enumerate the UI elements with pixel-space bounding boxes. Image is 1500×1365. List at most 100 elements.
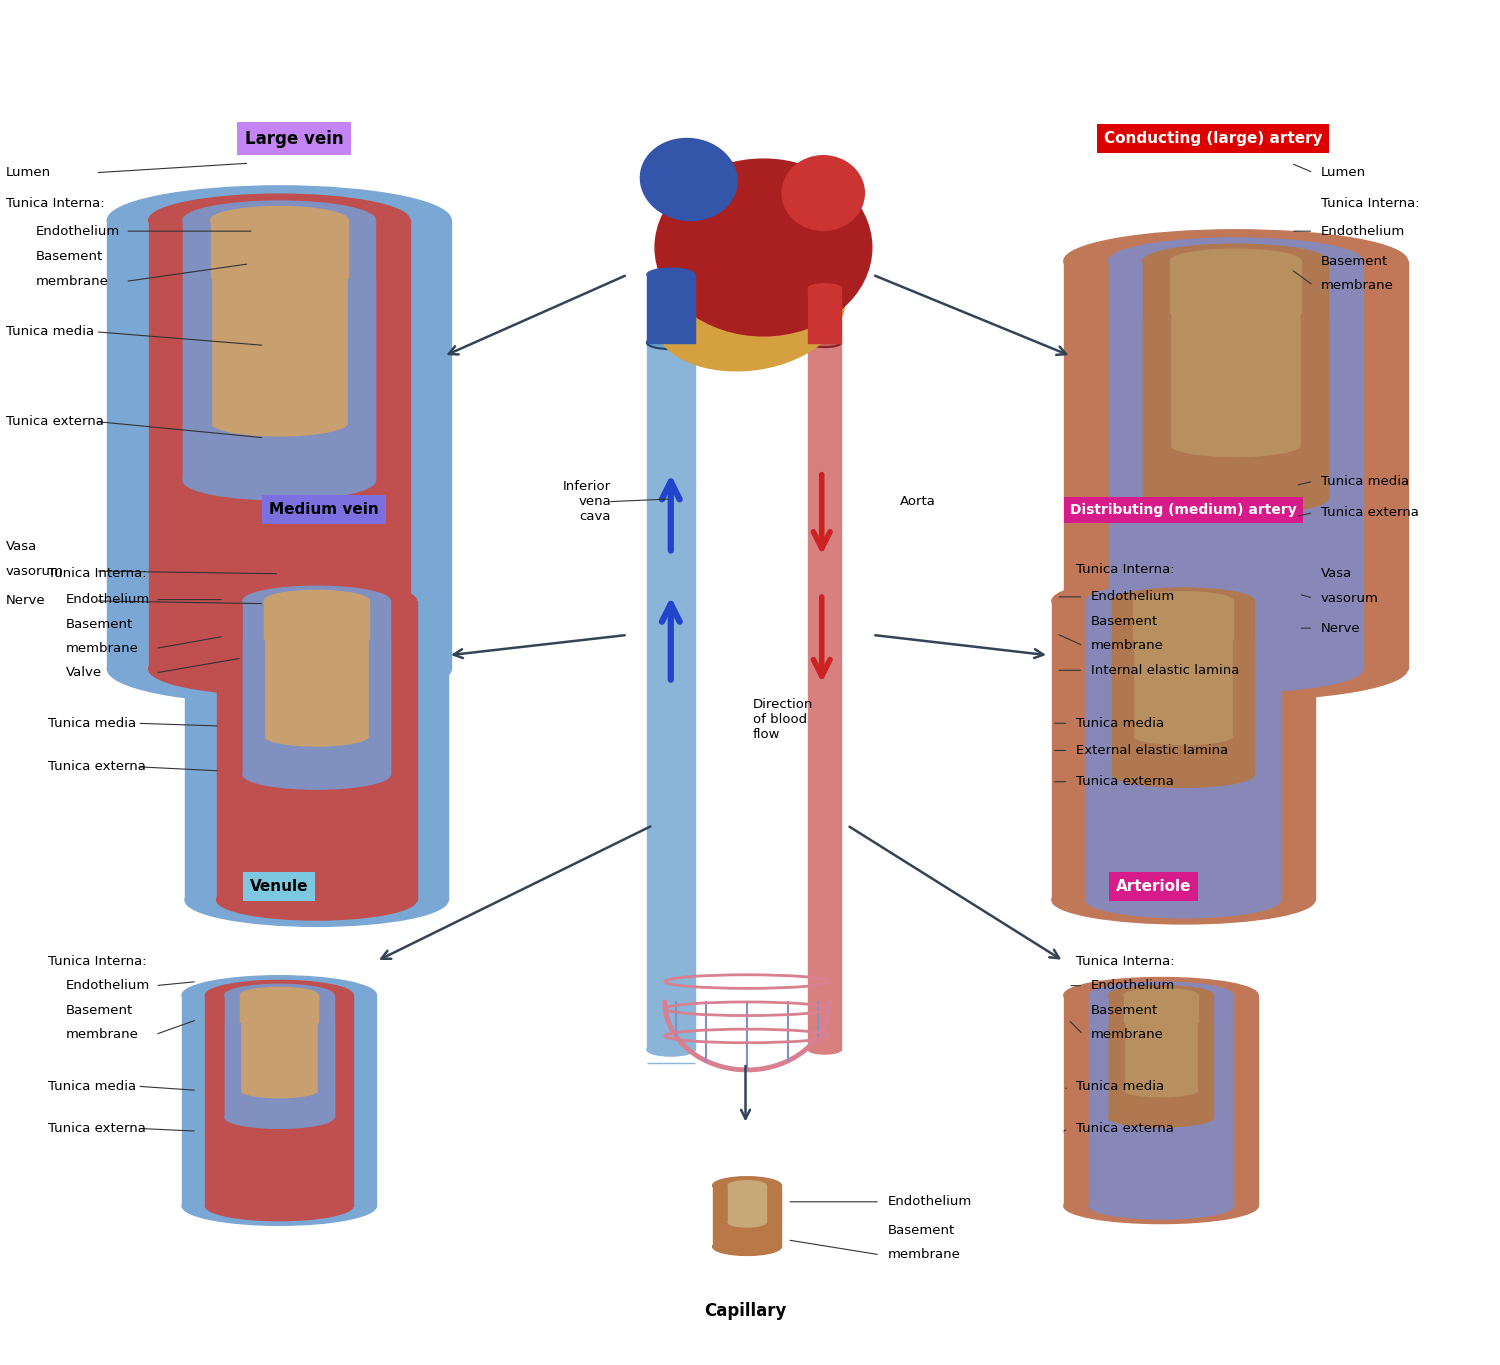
Bar: [183, 278, 210, 480]
Ellipse shape: [225, 1107, 333, 1129]
Ellipse shape: [225, 984, 333, 1006]
Bar: [108, 220, 452, 669]
Ellipse shape: [1108, 238, 1364, 284]
Text: Tunica Interna:: Tunica Interna:: [48, 954, 146, 968]
Text: Valve: Valve: [66, 666, 102, 680]
Bar: [1198, 1022, 1214, 1118]
Ellipse shape: [1170, 433, 1300, 456]
Bar: [1124, 995, 1198, 1091]
Ellipse shape: [148, 643, 410, 695]
Ellipse shape: [210, 206, 348, 233]
Ellipse shape: [183, 201, 375, 239]
Bar: [1052, 601, 1316, 900]
Bar: [1108, 995, 1214, 1118]
Ellipse shape: [808, 339, 842, 347]
Bar: [182, 995, 376, 1205]
Text: Direction
of blood
flow: Direction of blood flow: [753, 698, 813, 741]
Bar: [1064, 261, 1407, 669]
Text: membrane: membrane: [888, 1249, 960, 1261]
Ellipse shape: [216, 880, 417, 920]
Bar: [318, 1022, 333, 1118]
Text: Large vein: Large vein: [244, 130, 344, 147]
Ellipse shape: [1113, 762, 1254, 788]
Ellipse shape: [1108, 1108, 1214, 1127]
Ellipse shape: [1124, 1084, 1198, 1096]
Text: Tunica externa: Tunica externa: [1076, 775, 1173, 788]
Ellipse shape: [808, 284, 842, 292]
Ellipse shape: [712, 1238, 782, 1256]
Text: Endothelium: Endothelium: [66, 592, 150, 606]
Text: Vasa: Vasa: [1322, 568, 1352, 580]
Bar: [264, 601, 369, 736]
Text: Tunica externa: Tunica externa: [48, 760, 146, 774]
Bar: [1064, 995, 1258, 1205]
Bar: [243, 601, 390, 774]
Ellipse shape: [210, 408, 348, 435]
Ellipse shape: [264, 725, 369, 747]
Text: membrane: membrane: [1090, 1028, 1164, 1041]
Ellipse shape: [240, 987, 318, 1003]
Text: Arteriole: Arteriole: [1116, 879, 1191, 894]
Text: Basement: Basement: [36, 251, 104, 263]
Bar: [240, 995, 318, 1091]
Bar: [646, 274, 694, 343]
Text: Tunica media: Tunica media: [1076, 717, 1164, 730]
Ellipse shape: [148, 194, 410, 247]
Text: Tunica externa: Tunica externa: [1322, 506, 1419, 519]
Text: vasorum: vasorum: [1322, 591, 1378, 605]
Bar: [728, 1185, 766, 1222]
Ellipse shape: [182, 976, 376, 1014]
Text: Tunica externa: Tunica externa: [48, 1122, 146, 1134]
Text: Tunica Interna:: Tunica Interna:: [48, 568, 146, 580]
Text: Basement: Basement: [1322, 254, 1388, 268]
Bar: [1300, 314, 1329, 498]
Bar: [216, 601, 417, 900]
Text: Basement: Basement: [888, 1224, 954, 1237]
Text: Endothelium: Endothelium: [888, 1196, 972, 1208]
Text: vasorum: vasorum: [6, 565, 63, 577]
Bar: [225, 995, 333, 1118]
Text: Lumen: Lumen: [1322, 167, 1366, 179]
Text: Tunica Interna:: Tunica Interna:: [6, 198, 105, 210]
Bar: [1233, 640, 1254, 774]
Bar: [808, 288, 842, 343]
Text: Tunica Interna:: Tunica Interna:: [1076, 564, 1174, 576]
Ellipse shape: [240, 1082, 318, 1097]
Bar: [1113, 640, 1134, 774]
Text: Nerve: Nerve: [6, 594, 45, 607]
Text: Tunica externa: Tunica externa: [6, 415, 104, 429]
Text: Tunica Interna:: Tunica Interna:: [1076, 954, 1174, 968]
Ellipse shape: [264, 591, 369, 612]
Ellipse shape: [108, 635, 452, 703]
Text: Tunica media: Tunica media: [48, 717, 135, 730]
Text: Basement: Basement: [1090, 1003, 1158, 1017]
Text: Tunica Interna:: Tunica Interna:: [1322, 198, 1419, 210]
Text: Endothelium: Endothelium: [36, 225, 120, 238]
Bar: [1113, 601, 1254, 774]
Text: membrane: membrane: [36, 274, 108, 288]
Text: Lumen: Lumen: [6, 167, 51, 179]
Ellipse shape: [184, 575, 448, 628]
Ellipse shape: [1170, 250, 1300, 273]
Text: membrane: membrane: [1322, 278, 1394, 292]
Text: membrane: membrane: [66, 642, 138, 655]
Bar: [1170, 261, 1300, 445]
Bar: [712, 1185, 782, 1246]
Bar: [1086, 601, 1281, 900]
Ellipse shape: [1089, 981, 1233, 1009]
Bar: [808, 343, 842, 1050]
Bar: [1108, 261, 1364, 669]
Ellipse shape: [1134, 726, 1233, 745]
Bar: [1108, 1022, 1124, 1118]
Ellipse shape: [782, 156, 864, 231]
Ellipse shape: [243, 760, 390, 789]
Text: Inferior
vena
cava: Inferior vena cava: [562, 480, 610, 523]
Text: membrane: membrane: [66, 1028, 138, 1041]
Ellipse shape: [206, 1192, 352, 1220]
Ellipse shape: [182, 1186, 376, 1226]
Text: Medium vein: Medium vein: [268, 502, 380, 517]
Ellipse shape: [652, 247, 844, 371]
Text: Tunica media: Tunica media: [48, 1080, 135, 1093]
Ellipse shape: [1064, 1188, 1258, 1223]
Text: Conducting (large) artery: Conducting (large) artery: [1104, 131, 1323, 146]
